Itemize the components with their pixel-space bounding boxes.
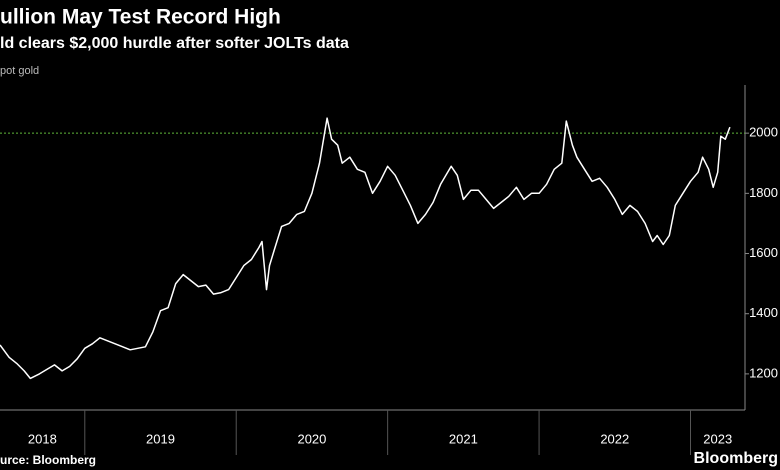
x-tick-label: 2020 xyxy=(297,431,326,446)
x-tick-label: 2019 xyxy=(146,431,175,446)
price-line xyxy=(0,117,731,380)
x-tick-label: 2023 xyxy=(703,431,732,446)
x-tick-label: 2022 xyxy=(600,431,629,446)
source: urce: Bloomberg xyxy=(0,453,96,467)
x-tick-label: 2021 xyxy=(449,431,478,446)
chart-title: ullion May Test Record High xyxy=(0,6,281,29)
y-tick-label: 2000 xyxy=(749,125,778,140)
chart-subtitle: ld clears $2,000 hurdle after softer JOL… xyxy=(0,35,349,52)
brand: Bloomberg xyxy=(694,450,778,467)
y-axis-label: pot gold xyxy=(0,65,39,77)
y-tick-label: 1200 xyxy=(749,365,778,380)
y-tick-label: 1800 xyxy=(749,185,778,200)
y-tick-label: 1600 xyxy=(749,245,778,260)
y-tick-label: 1400 xyxy=(749,305,778,320)
x-tick-label: 2018 xyxy=(28,431,57,446)
